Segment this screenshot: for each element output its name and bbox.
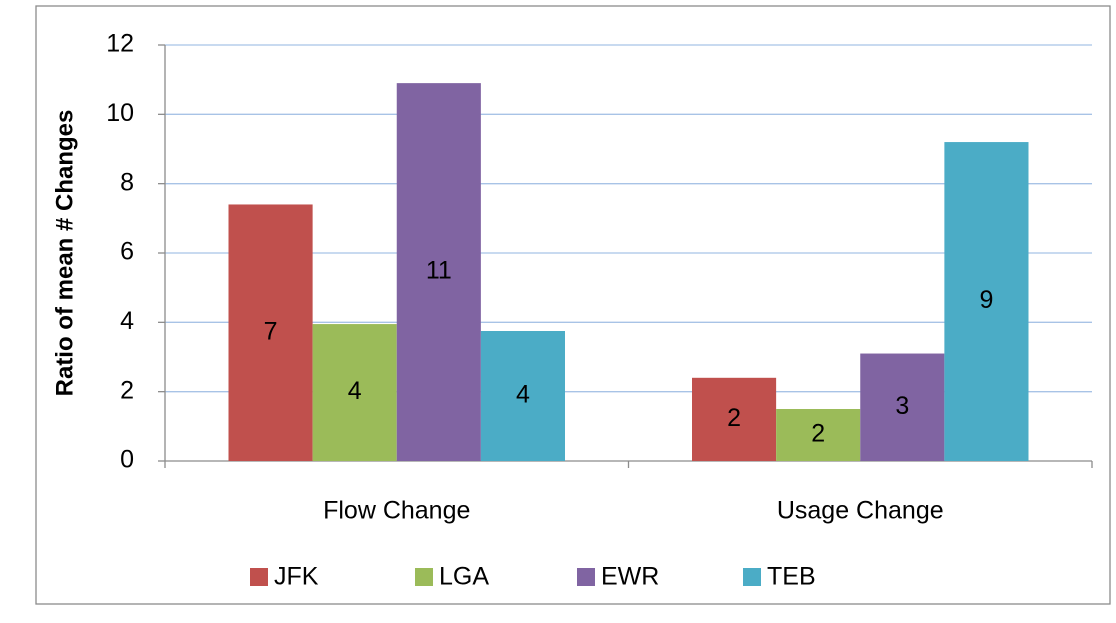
y-tick-label: 10: [106, 99, 134, 127]
bar: [312, 324, 397, 461]
value-label: 9: [979, 286, 993, 314]
value-label: 4: [516, 381, 530, 409]
bar: [480, 331, 566, 461]
bar: [944, 142, 1029, 462]
y-tick-label: 6: [120, 238, 134, 266]
bar: [860, 353, 945, 461]
legend-swatch: [415, 568, 433, 586]
value-label: 7: [264, 317, 278, 345]
bar: [396, 83, 481, 461]
legend-label: JFK: [274, 563, 319, 591]
legend-swatch: [250, 568, 268, 586]
y-tick-label: 4: [120, 307, 134, 335]
y-axis-title: Ratio of mean # Changes: [51, 110, 78, 397]
bar: [691, 377, 777, 461]
legend-swatch: [743, 568, 761, 586]
y-tick-label: 8: [120, 168, 134, 196]
bar: [776, 409, 861, 461]
value-label: 2: [727, 404, 741, 432]
value-label: 11: [426, 257, 452, 285]
legend-swatch: [577, 568, 595, 586]
value-label: 4: [348, 377, 362, 405]
legend-label: LGA: [439, 563, 489, 591]
y-tick-label: 0: [120, 446, 134, 474]
value-label: 3: [895, 392, 909, 420]
y-tick-label: 12: [106, 30, 134, 58]
legend-label: EWR: [601, 563, 659, 591]
chart-border: [35, 5, 1111, 605]
y-tick-label: 2: [120, 376, 134, 404]
bar: [228, 204, 313, 461]
value-label: 2: [811, 420, 825, 448]
x-tick-label: Flow Change: [323, 497, 470, 525]
legend-label: TEB: [767, 563, 816, 591]
x-tick-label: Usage Change: [777, 497, 944, 525]
